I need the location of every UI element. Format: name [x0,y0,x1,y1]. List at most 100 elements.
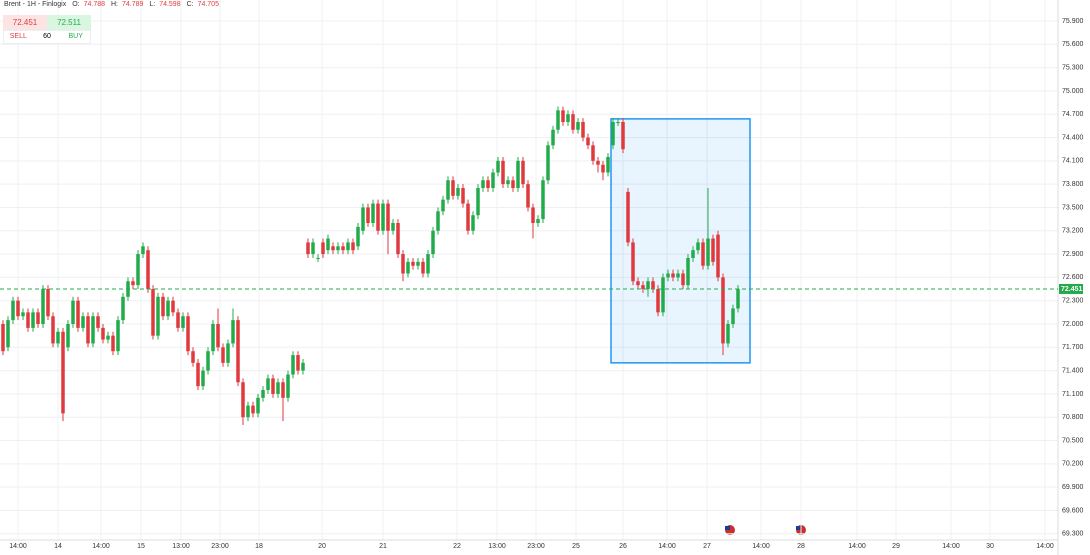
x-tick-label: 14 [54,543,62,550]
candle-body [61,331,65,414]
current-price-tag [1059,283,1083,294]
candle-body [656,289,660,313]
candle [221,343,225,367]
candle-body [536,219,540,223]
candle [156,292,160,340]
candle [621,118,625,154]
candle-body [421,261,425,274]
candle [391,219,395,235]
candle [196,358,200,391]
candle [276,378,280,398]
quantity[interactable]: 60 [43,33,51,40]
candle [241,378,245,426]
candle [696,238,700,255]
candle [56,327,60,348]
candle [606,153,610,177]
candle [581,118,585,142]
candle [11,296,15,324]
candle [441,195,445,216]
candle-body [111,335,115,352]
candle [611,118,615,150]
candle [256,393,260,418]
candle-body [476,188,480,216]
y-tick-label: 75.000 [1062,88,1084,95]
candle [571,110,575,134]
candle [286,370,290,402]
y-tick-label: 74.400 [1062,134,1084,141]
candle [566,110,570,126]
candle-body [436,211,440,231]
x-tick-label: 14:00 [942,543,960,550]
candle [36,308,40,328]
event-flag[interactable] [725,525,735,535]
candle-body [296,355,300,371]
candle-body [706,238,710,266]
candle-body [521,160,525,185]
candle-body [91,316,95,344]
candle [551,125,555,150]
x-tick-label: 14:00 [1036,543,1054,550]
y-tick-label: 70.200 [1062,461,1084,468]
candle [131,277,135,290]
candle [661,273,665,317]
candle-body [311,242,315,255]
candle-body [226,343,230,363]
x-tick-label: 28 [797,543,805,550]
candle [406,257,410,278]
candle [576,118,580,134]
candle-body [571,114,575,130]
y-tick-label: 71.400 [1062,367,1084,374]
candle-body [231,320,235,344]
candle-body [196,362,200,387]
candle [636,277,640,290]
candle-body [151,289,155,336]
x-tick-label: 20 [318,543,326,550]
x-tick-label: 25 [572,543,580,550]
candle [401,250,405,282]
sell-button[interactable]: SELL [9,33,27,40]
candle-body [621,121,625,150]
y-tick-label: 73.800 [1062,181,1084,188]
candle [586,133,590,150]
candle [486,176,490,192]
candle [71,296,75,328]
candle [676,269,680,282]
candle [466,199,470,235]
candle [476,184,480,220]
candle-body [41,289,45,324]
candle-body [146,250,150,290]
candle [596,156,600,173]
candle-body [36,312,40,324]
candle-body [556,110,560,130]
candle-body [26,312,30,328]
candle-body [186,316,190,352]
trade-widget: 72.451 72.511 SELL 60 BUY [3,15,91,44]
candle [501,156,505,189]
candle [646,277,650,297]
candle-body [466,203,470,231]
candle-body [381,203,385,231]
candle [531,203,535,239]
buy-button[interactable]: BUY [68,33,83,40]
candle-body [46,289,50,317]
candle-body [361,207,365,231]
ohlc-label: O: [72,1,80,8]
candle [496,156,500,177]
candle [681,269,685,290]
candle [21,308,25,321]
sell-price[interactable]: 72.451 [3,15,47,30]
candle [346,238,350,255]
candle [321,238,325,258]
candle-body [526,184,530,208]
candle-body [291,355,295,375]
candle-body [641,285,645,290]
candle [641,281,645,293]
candle [166,296,170,321]
candle [296,351,300,375]
candle [231,308,235,348]
buy-price[interactable]: 72.511 [47,15,91,30]
candle [706,188,710,270]
candle [176,308,180,332]
